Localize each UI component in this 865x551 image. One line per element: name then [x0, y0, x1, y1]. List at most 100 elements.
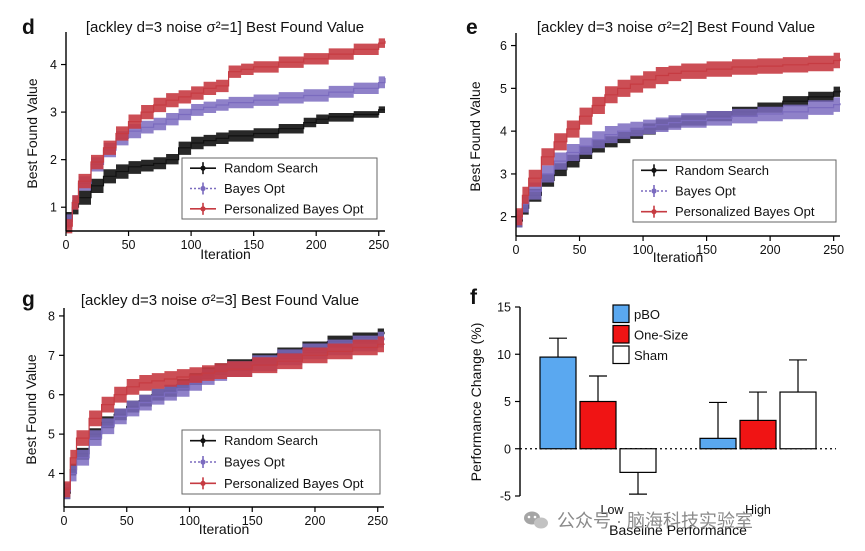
legend-label: Bayes Opt — [224, 181, 285, 196]
chart-title: [ackley d=3 noise σ²=2] Best Found Value — [537, 19, 815, 36]
legend-swatch — [612, 304, 630, 324]
wechat-icon — [524, 511, 548, 529]
watermark-text: 公众号 · 脑海科技实验室 — [557, 511, 753, 531]
x-tick-label: 0 — [513, 243, 520, 257]
x-axis-label: Iteration — [199, 521, 250, 537]
x-tick-label: 150 — [243, 238, 264, 252]
legend-label: Random Search — [675, 163, 769, 178]
y-tick-label: 15 — [497, 301, 511, 315]
series-line-personalized-bayes-opt — [64, 343, 385, 490]
x-tick-label: 100 — [179, 514, 200, 528]
bar-one-size-high — [739, 419, 777, 450]
x-tick-label: 150 — [696, 243, 717, 257]
x-tick-label: 50 — [573, 243, 587, 257]
series-line-personalized-bayes-opt — [66, 40, 386, 227]
series-line-personalized-bayes-opt — [516, 58, 841, 218]
series-band-personalized-bayes-opt — [516, 50, 840, 226]
y-tick-label: 10 — [497, 348, 511, 362]
x-tick-label: 150 — [242, 514, 263, 528]
y-axis-label: Best Found Value — [23, 354, 39, 464]
legend-label: One-Size — [634, 328, 688, 343]
x-tick-label: 100 — [181, 238, 202, 252]
y-tick-label: 4 — [500, 125, 507, 139]
series-band-personalized-bayes-opt — [66, 36, 385, 234]
legend-label: Random Search — [224, 161, 318, 176]
x-tick-label: 250 — [368, 238, 389, 252]
y-tick-label: 6 — [500, 39, 507, 53]
panel-letter: d — [22, 16, 35, 39]
legend-label: Sham — [634, 348, 668, 363]
legend-swatch — [612, 324, 630, 344]
y-tick-label: 3 — [500, 167, 507, 181]
legend-swatch-marker — [651, 167, 657, 173]
legend-swatch-marker — [200, 459, 206, 465]
legend-swatch-marker — [200, 165, 206, 171]
legend-swatch-marker — [651, 209, 657, 215]
legend-swatch — [612, 345, 630, 365]
bar-pbo-low — [539, 356, 577, 450]
legend-label: Bayes Opt — [224, 455, 285, 470]
panel-g: g [ackley d=3 noise σ²=3] Best Found Valu… — [22, 288, 388, 537]
bar-one-size-low — [579, 400, 617, 450]
y-axis-label: Best Found Value — [24, 78, 40, 188]
chart-title: [ackley d=3 noise σ²=1] Best Found Value — [86, 19, 364, 36]
y-axis-label: Performance Change (%) — [468, 323, 484, 482]
x-tick-label: 200 — [760, 243, 781, 257]
legend-swatch-marker — [200, 480, 206, 486]
x-tick-label: 100 — [633, 243, 654, 257]
watermark: 公众号 · 脑海科技实验室 — [524, 511, 753, 531]
bar-pbo-high — [699, 437, 737, 450]
series-band-random-search — [516, 85, 840, 228]
legend-swatch-marker — [200, 185, 206, 192]
x-axis-label: Baseline Performance — [609, 522, 747, 538]
legend-label: pBO — [634, 307, 660, 322]
panel-letter: e — [466, 16, 478, 39]
legend-label: Personalized Bayes Opt — [224, 476, 364, 491]
legend-label: Personalized Bayes Opt — [224, 201, 364, 216]
panel-d: d [ackley d=3 noise σ²=1] Best Found Valu… — [22, 16, 389, 262]
series-line-random-search — [66, 109, 385, 220]
y-tick-label: 2 — [50, 153, 57, 167]
x-tick-label: 50 — [122, 238, 136, 252]
x-tick-label: 250 — [823, 243, 844, 257]
y-tick-label: -5 — [500, 490, 511, 504]
legend-swatch-marker — [651, 188, 657, 194]
x-axis-label: Iteration — [653, 249, 704, 265]
series-line-bayes-opt — [516, 103, 841, 220]
y-tick-label: 5 — [500, 82, 507, 96]
y-tick-label: 3 — [50, 106, 57, 120]
x-tick-label: 250 — [367, 514, 388, 528]
y-axis-label: Best Found Value — [467, 81, 483, 191]
series-band-personalized-bayes-opt — [64, 335, 384, 498]
panel-letter: f — [470, 286, 478, 309]
legend-label: Random Search — [224, 433, 318, 448]
category-label-low: Low — [601, 503, 625, 517]
x-tick-label: 200 — [305, 514, 326, 528]
legend-label: Personalized Bayes Opt — [675, 204, 815, 219]
y-tick-label: 6 — [48, 388, 55, 402]
x-tick-label: 200 — [306, 238, 327, 252]
x-tick-label: 0 — [63, 238, 70, 252]
legend-swatch-marker — [200, 438, 206, 444]
y-tick-label: 2 — [500, 210, 507, 224]
x-tick-label: 50 — [120, 514, 134, 528]
y-tick-label: 4 — [48, 467, 55, 481]
panel-f: f -5 0 5 10 15 Low High Baseline Performance Perf… — [468, 286, 836, 538]
y-tick-label: 1 — [50, 201, 57, 215]
panel-letter: g — [22, 288, 35, 311]
y-tick-label: 0 — [504, 442, 511, 456]
chart-title: [ackley d=3 noise σ²=3] Best Found Value — [81, 292, 359, 309]
y-tick-label: 5 — [504, 395, 511, 409]
y-tick-label: 4 — [50, 58, 57, 72]
legend-label: Bayes Opt — [675, 184, 736, 199]
y-tick-label: 8 — [48, 309, 55, 323]
panel-e: e [ackley d=3 noise σ²=2] Best Found Valu… — [466, 16, 844, 265]
y-tick-label: 5 — [48, 428, 55, 442]
x-axis-label: Iteration — [200, 246, 251, 262]
y-tick-label: 7 — [48, 349, 55, 363]
bar-sham-low — [619, 448, 657, 473]
bar-sham-high — [779, 391, 817, 450]
legend-swatch-marker — [200, 206, 206, 212]
x-tick-label: 0 — [61, 514, 68, 528]
